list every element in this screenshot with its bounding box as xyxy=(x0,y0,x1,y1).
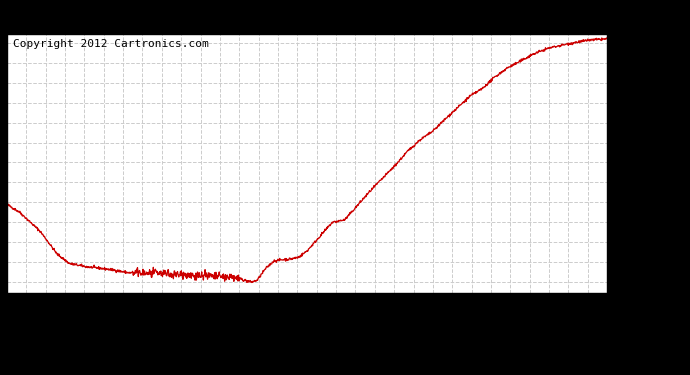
Text: Copyright 2012 Cartronics.com: Copyright 2012 Cartronics.com xyxy=(13,39,208,49)
Text: Barometric Pressure per Minute (24 Hours) 20120210: Barometric Pressure per Minute (24 Hours… xyxy=(73,11,617,29)
